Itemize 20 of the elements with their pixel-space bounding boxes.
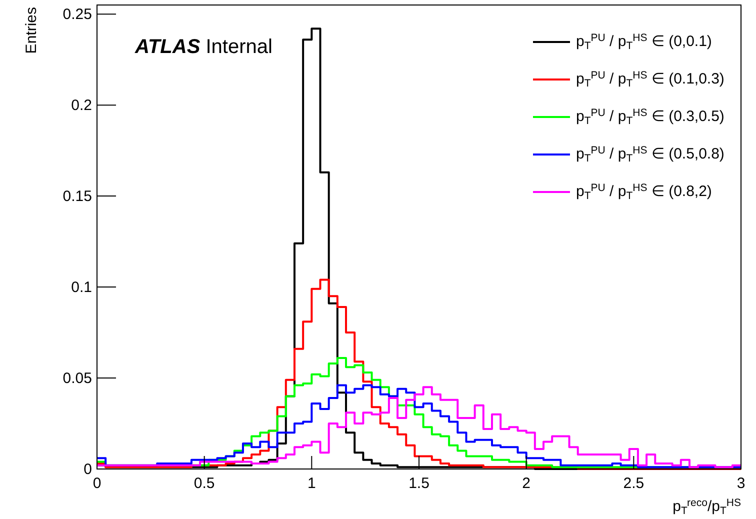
y-tick-label: 0 [84, 461, 92, 478]
y-axis-title: Entries [23, 7, 40, 54]
y-tick-label: 0.15 [62, 188, 92, 206]
x-tick-label: 1 [307, 475, 316, 492]
x-tick-label: 2.5 [623, 475, 644, 492]
x-tick-label: 3 [736, 475, 746, 492]
x-tick-label: 2 [522, 475, 531, 492]
legend-label: p$_{T}$$^{PU}$ / p$_{T}$$^{HS}$ ∈ (0,0.1) [576, 32, 712, 52]
legend-label: p$_{T}$$^{PU}$ / p$_{T}$$^{HS}$ ∈ (0.1,0.3) [576, 70, 724, 90]
y-tick-label: 0.2 [71, 97, 92, 114]
y-tick-label: 0.05 [62, 370, 92, 388]
legend-label: p$_{T}$$^{PU}$ / p$_{T}$$^{HS}$ ∈ (0.5,0.8) [576, 144, 724, 164]
annotation: ATLAS [134, 36, 201, 58]
legend-label: p$_{T}$$^{PU}$ / p$_{T}$$^{HS}$ ∈ (0.8,2) [576, 182, 712, 202]
y-tick-label: 0.25 [62, 6, 92, 24]
annotation: Internal [200, 36, 272, 58]
x-tick-label: 1.5 [408, 475, 430, 492]
legend-label: p$_{T}$$^{PU}$ / p$_{T}$$^{HS}$ ∈ (0.3,0.5) [576, 107, 724, 127]
y-tick-label: 0.1 [71, 279, 92, 296]
x-tick-label: 0.5 [194, 475, 215, 492]
